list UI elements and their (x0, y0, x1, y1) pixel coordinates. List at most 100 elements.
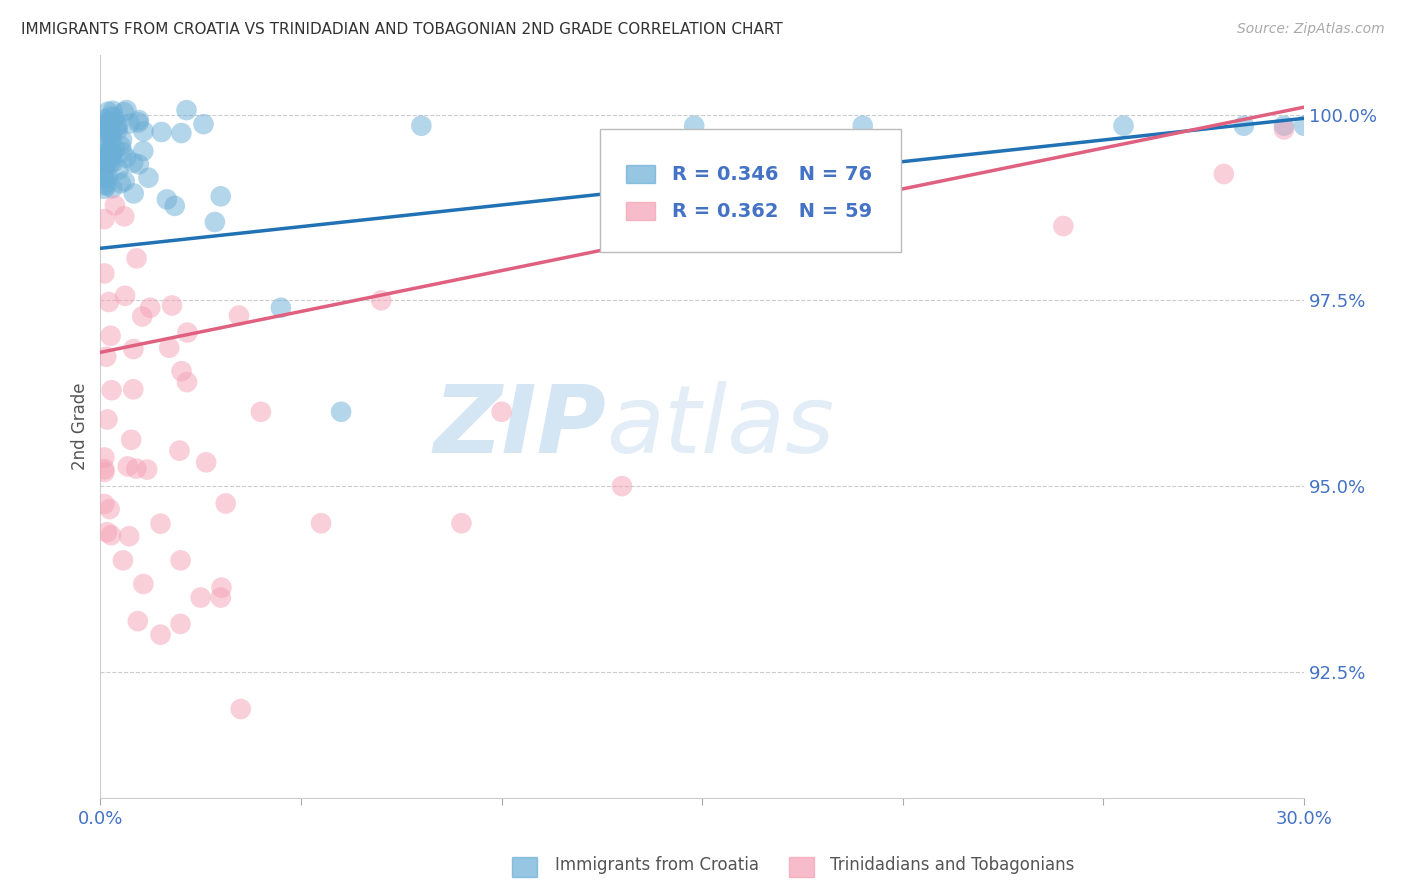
Point (93, 465, 115, 479)
Point (411, 119, 433, 133)
Point (93, 153, 115, 168)
Point (112, 105, 135, 120)
Point (1294, 119, 1316, 133)
Point (176, 375, 198, 389)
Point (98, 143, 121, 157)
Point (122, 382, 145, 396)
Point (128, 157, 150, 171)
Point (228, 309, 250, 323)
Point (93, 121, 115, 136)
Point (104, 198, 127, 212)
Point (127, 614, 149, 628)
Point (100, 145, 122, 159)
Point (211, 581, 233, 595)
Point (94, 143, 117, 157)
Text: ZIP: ZIP (433, 381, 606, 473)
Point (96, 117, 118, 131)
Point (163, 199, 186, 213)
Point (125, 461, 148, 475)
Point (100, 383, 122, 397)
Point (127, 115, 149, 129)
Point (100, 328, 122, 343)
Point (93, 169, 115, 183)
FancyBboxPatch shape (627, 202, 655, 220)
Point (98, 124, 121, 138)
Point (122, 342, 145, 356)
Point (120, 433, 142, 447)
Point (98, 115, 121, 129)
Point (97, 118, 120, 132)
Point (209, 591, 232, 605)
Point (101, 103, 124, 118)
Point (125, 252, 148, 266)
Text: R = 0.362   N = 59: R = 0.362 N = 59 (672, 202, 872, 220)
Y-axis label: 2nd Grade: 2nd Grade (72, 383, 89, 470)
Point (101, 181, 124, 195)
Point (204, 215, 226, 229)
FancyBboxPatch shape (627, 165, 655, 183)
Point (94, 159, 117, 173)
Point (97, 127, 120, 141)
Point (128, 113, 150, 128)
Point (115, 151, 138, 165)
Point (97, 169, 120, 184)
FancyBboxPatch shape (600, 129, 901, 252)
Point (107, 123, 129, 137)
Point (100, 528, 122, 542)
Point (112, 210, 135, 224)
Point (101, 155, 124, 169)
Point (107, 162, 129, 177)
Point (97, 153, 120, 167)
Point (138, 170, 160, 185)
Point (93, 139, 115, 153)
Point (98, 502, 121, 516)
Point (111, 145, 134, 160)
Point (111, 553, 134, 567)
Point (157, 341, 180, 355)
Point (93, 462, 115, 476)
Point (176, 326, 198, 340)
Point (1272, 119, 1295, 133)
Point (104, 142, 127, 156)
Point (115, 103, 138, 117)
Point (96, 350, 118, 364)
Point (93, 147, 115, 161)
Point (94, 156, 117, 170)
Point (229, 702, 252, 716)
Point (160, 298, 183, 312)
Point (1052, 219, 1074, 233)
Point (97, 295, 120, 310)
Point (215, 496, 238, 510)
Point (100, 133, 122, 147)
Point (100, 117, 122, 131)
Point (270, 301, 292, 315)
Point (97, 147, 120, 161)
Point (96, 178, 118, 193)
Point (93, 178, 115, 192)
Text: atlas: atlas (606, 381, 834, 472)
Point (169, 443, 191, 458)
Point (122, 155, 145, 169)
Point (193, 117, 215, 131)
Point (491, 405, 513, 419)
Point (98, 128, 121, 142)
Point (683, 119, 706, 133)
Point (107, 119, 129, 133)
Point (105, 120, 128, 134)
Point (110, 176, 132, 190)
Point (156, 193, 179, 207)
Point (169, 553, 191, 567)
Point (250, 405, 273, 419)
Point (170, 364, 193, 378)
Point (170, 126, 193, 140)
Point (100, 126, 122, 140)
Text: IMMIGRANTS FROM CROATIA VS TRINIDADIAN AND TOBAGONIAN 2ND GRADE CORRELATION CHAR: IMMIGRANTS FROM CROATIA VS TRINIDADIAN A… (21, 22, 783, 37)
Point (1112, 119, 1135, 133)
Point (852, 119, 875, 133)
Point (118, 116, 141, 130)
Point (149, 628, 172, 642)
Point (169, 616, 191, 631)
Point (136, 462, 159, 476)
Point (209, 189, 232, 203)
Point (100, 109, 122, 123)
